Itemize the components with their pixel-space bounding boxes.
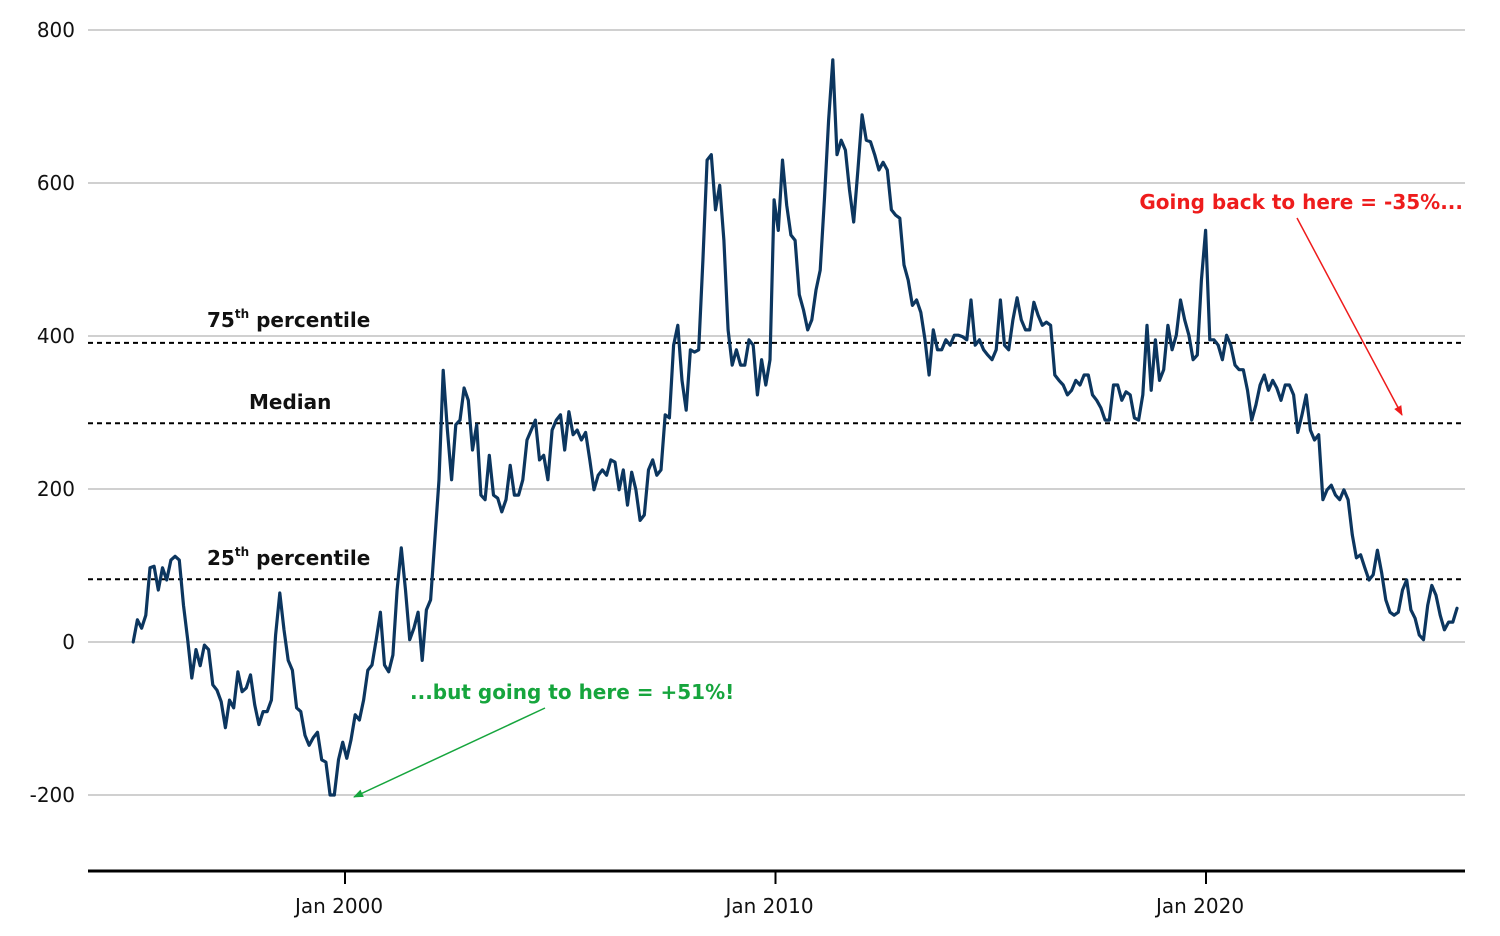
y-tick-label: 200 (37, 477, 75, 501)
annotation-red: Going back to here = -35%... (1139, 190, 1463, 214)
y-tick-label: 400 (37, 324, 75, 348)
reference-line-label: 25th percentile (207, 545, 370, 570)
reference-line-label: Median (249, 390, 331, 414)
reference-line-label: 75th percentile (207, 307, 370, 332)
y-tick-label: 0 (62, 630, 75, 654)
y-tick-label: 600 (37, 171, 75, 195)
annotation-green: ...but going to here = +51%! (410, 680, 734, 704)
y-axis-tick-labels: -200 0 200 400 600 800 (30, 18, 75, 807)
series-line (131, 58, 1459, 797)
annotation-green-arrow (353, 707, 546, 798)
y-tick-label: 800 (37, 18, 75, 42)
x-tick-label: Jan 2020 (1154, 894, 1244, 918)
x-axis: Jan 2000 Jan 2010 Jan 2020 (88, 869, 1465, 918)
y-tick-label: -200 (30, 783, 75, 807)
x-tick-label: Jan 2010 (723, 894, 813, 918)
gridlines (88, 29, 1465, 796)
reference-lines: 75th percentile Median 25th percentile (88, 307, 1465, 581)
x-tick-label: Jan 2000 (293, 894, 383, 918)
annotation-red-arrow (1296, 217, 1403, 416)
